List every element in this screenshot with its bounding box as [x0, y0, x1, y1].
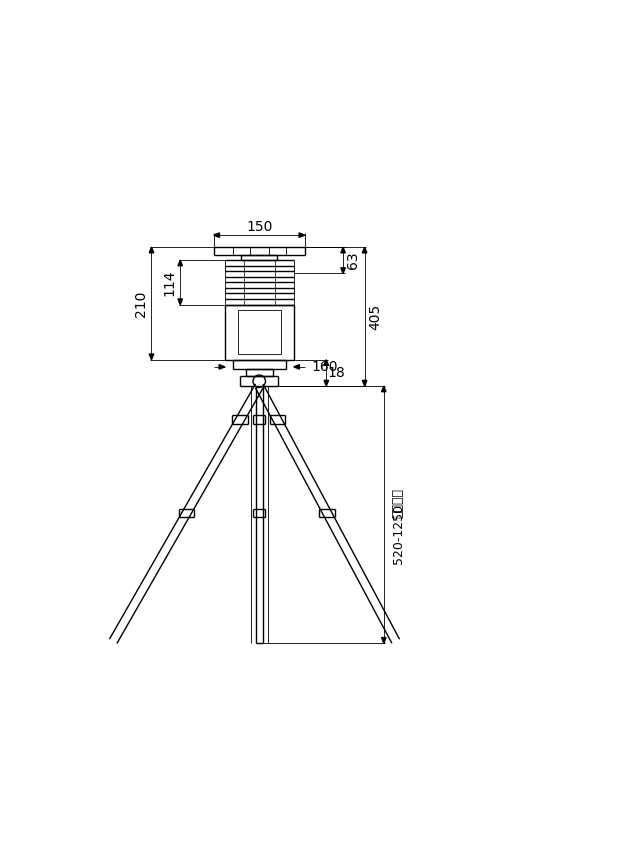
Polygon shape [341, 268, 345, 274]
Polygon shape [178, 260, 182, 266]
Text: 160: 160 [312, 360, 339, 374]
Text: 210: 210 [134, 290, 148, 316]
Polygon shape [362, 247, 367, 253]
Polygon shape [219, 365, 225, 369]
Polygon shape [324, 359, 329, 365]
Text: 伸缩范围: 伸缩范围 [392, 487, 405, 518]
Text: 150: 150 [246, 220, 273, 234]
Polygon shape [178, 299, 182, 305]
Polygon shape [299, 233, 305, 238]
Polygon shape [294, 365, 300, 369]
Text: 114: 114 [163, 269, 177, 295]
Polygon shape [362, 380, 367, 386]
Polygon shape [324, 380, 329, 386]
Text: 18: 18 [327, 365, 345, 380]
Text: 520-1250: 520-1250 [392, 504, 405, 564]
Text: 63: 63 [345, 251, 360, 269]
Polygon shape [341, 247, 345, 253]
Text: 405: 405 [368, 303, 382, 330]
Polygon shape [214, 233, 219, 238]
Polygon shape [381, 638, 386, 643]
Polygon shape [150, 247, 154, 253]
Polygon shape [150, 354, 154, 359]
Polygon shape [381, 386, 386, 391]
